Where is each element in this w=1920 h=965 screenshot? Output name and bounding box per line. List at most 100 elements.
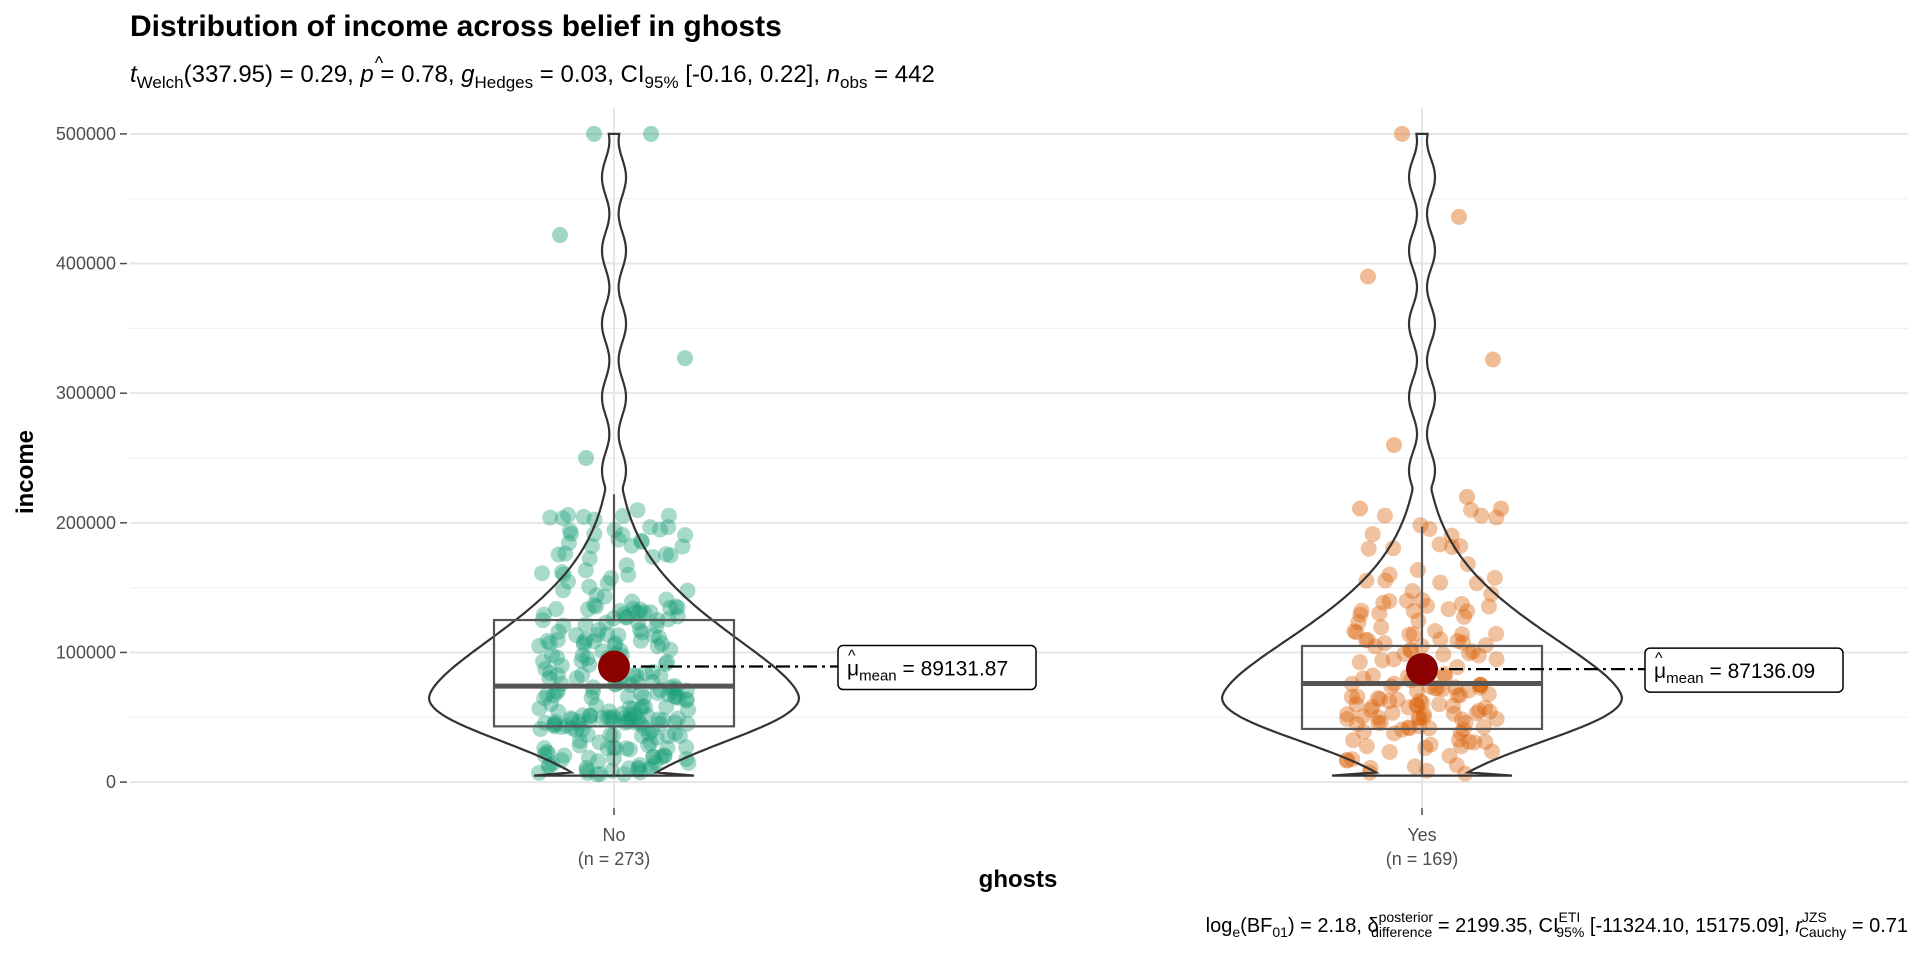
data-point	[1381, 593, 1398, 610]
data-point	[635, 689, 652, 706]
data-point	[618, 740, 635, 757]
data-point	[1385, 540, 1402, 557]
data-point	[621, 741, 638, 758]
data-point	[1346, 623, 1363, 640]
data-point	[640, 737, 657, 754]
x-axis: No (n = 273) Yes (n = 169)	[578, 808, 1458, 869]
mean-label: μmean = 89131.87	[847, 658, 1008, 685]
data-point	[560, 573, 577, 590]
data-point	[1398, 592, 1415, 609]
data-point	[1454, 711, 1471, 728]
data-point	[538, 744, 555, 761]
data-point	[586, 633, 603, 650]
data-point	[667, 725, 684, 742]
data-point	[632, 700, 649, 717]
data-point	[632, 632, 649, 649]
data-point	[1468, 705, 1485, 722]
data-point	[657, 655, 674, 672]
data-point	[1389, 691, 1406, 708]
data-point	[1364, 526, 1381, 543]
data-point	[599, 740, 616, 757]
data-point	[589, 766, 606, 783]
outlier-point	[586, 125, 602, 142]
data-point	[1364, 699, 1381, 716]
outlier-point	[1386, 437, 1402, 454]
data-point	[1415, 709, 1432, 726]
data-point	[633, 685, 650, 702]
data-point	[674, 538, 691, 555]
data-point	[667, 689, 684, 706]
data-point	[660, 728, 677, 745]
data-point	[1444, 697, 1461, 714]
data-point	[589, 626, 606, 643]
data-point	[1404, 583, 1421, 600]
data-point	[627, 604, 644, 621]
data-point	[579, 726, 596, 743]
data-point	[628, 667, 645, 684]
data-point	[1457, 765, 1474, 782]
data-point	[1488, 711, 1505, 728]
data-point	[615, 507, 632, 524]
data-point	[1372, 714, 1389, 731]
data-point	[648, 729, 665, 746]
data-point	[679, 582, 696, 599]
data-point	[1457, 715, 1474, 732]
data-point	[648, 617, 665, 634]
y-tick-label: 100000	[56, 642, 116, 662]
data-point	[563, 719, 580, 736]
data-point	[677, 527, 694, 544]
data-point	[536, 690, 553, 707]
data-point	[1373, 619, 1390, 636]
data-point	[1364, 667, 1381, 684]
data-point	[577, 631, 594, 648]
y-tick-label: 200000	[56, 513, 116, 533]
data-point	[1488, 509, 1505, 526]
data-point	[1408, 696, 1425, 713]
data-point	[539, 632, 556, 649]
data-point	[532, 721, 549, 738]
data-point	[1374, 652, 1391, 669]
mean-point	[598, 650, 630, 683]
x-tick-count: (n = 273)	[578, 849, 651, 869]
data-point	[599, 575, 616, 592]
data-point	[601, 703, 618, 720]
data-point	[625, 700, 642, 717]
data-point	[1353, 602, 1370, 619]
data-point	[531, 700, 548, 717]
data-point	[537, 660, 554, 677]
data-point	[573, 652, 590, 669]
data-point	[653, 749, 670, 766]
data-point	[1381, 693, 1398, 710]
data-point	[644, 663, 661, 680]
data-point	[564, 711, 581, 728]
data-point	[561, 522, 578, 539]
y-axis: 0 100000 200000 300000 400000 500000	[56, 124, 127, 792]
data-point	[606, 637, 623, 654]
data-point	[645, 748, 662, 765]
data-point	[650, 711, 667, 728]
data-point	[539, 686, 556, 703]
grid-lines	[130, 108, 1908, 808]
data-point	[632, 601, 649, 618]
data-point	[636, 604, 653, 621]
data-point	[607, 635, 624, 652]
data-point	[1464, 643, 1481, 660]
data-point	[545, 687, 562, 704]
y-tick-label: 400000	[56, 254, 116, 274]
data-point	[541, 635, 558, 652]
data-point	[632, 621, 649, 638]
mean-label: μmean = 87136.09	[1654, 660, 1815, 687]
mean-point	[1406, 653, 1438, 686]
data-point	[1441, 747, 1458, 764]
data-point	[667, 688, 684, 705]
outlier-point	[1451, 208, 1467, 225]
data-point	[568, 670, 585, 687]
chart-subtitle: tWelch(337.95) = 0.29, p = 0.78, gHedges…	[130, 61, 935, 92]
data-point	[1385, 651, 1402, 668]
data-point	[617, 609, 634, 626]
data-point	[1360, 540, 1377, 557]
data-point	[660, 686, 677, 703]
data-point	[655, 712, 672, 729]
data-point	[1359, 631, 1376, 648]
data-point	[1375, 594, 1392, 611]
